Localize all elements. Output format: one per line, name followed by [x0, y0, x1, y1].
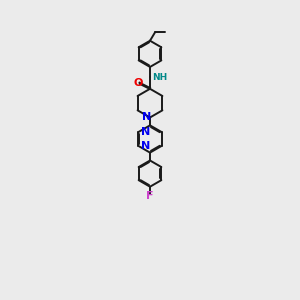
Text: F: F [146, 191, 154, 201]
Text: N: N [141, 141, 150, 151]
Text: N: N [141, 127, 150, 137]
Text: NH: NH [152, 73, 167, 82]
Text: O: O [133, 78, 142, 88]
Text: N: N [142, 112, 152, 122]
